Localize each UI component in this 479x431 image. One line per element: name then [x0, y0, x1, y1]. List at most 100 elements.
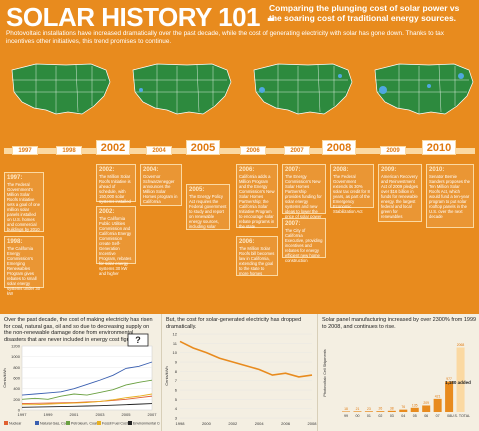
us-map-icon — [132, 63, 232, 115]
cost-panel: Over the past decade, the cost of making… — [0, 314, 160, 431]
event-box: 2006: The Million Solar Roofs bill become… — [236, 236, 278, 276]
legend-label: Natural Gas, Coal — [40, 422, 69, 426]
tick-label: 2005 — [122, 412, 132, 417]
tick-label: 1997 — [18, 412, 28, 417]
legend-label: Fossil Fuel Cost — [102, 422, 128, 426]
legend-swatch — [66, 421, 70, 425]
legend-label: Petroleum, Coal — [71, 422, 97, 426]
year-label: 2004 — [146, 146, 172, 155]
maps-row — [0, 52, 479, 144]
event-box: 2006: California adds a Million Program a… — [236, 164, 278, 229]
year-label: 1997 — [12, 146, 38, 155]
solar-cost-text: But, the cost for solar-generated electr… — [166, 317, 302, 330]
tick-label: 07 — [436, 414, 440, 418]
tick-label: 7 — [175, 378, 178, 383]
event-box: 1998: The California Energy Commission's … — [4, 236, 44, 296]
series-line — [21, 395, 153, 405]
year-label: 2007 — [284, 146, 310, 155]
tick-label: 02 — [378, 414, 382, 418]
year-label: 2010 — [422, 140, 456, 155]
solar-cost-chart: 12 11 10 9 8 7 6 5 4 3 Cents/kWh 1998 2000 2002 2004 20… — [164, 332, 317, 427]
tick-label: 5 — [175, 397, 178, 402]
series-line — [179, 340, 313, 378]
charts-row: Over the past decade, the cost of making… — [0, 314, 479, 431]
year-label: 2005 — [186, 140, 220, 155]
tick-label: 06 — [424, 414, 428, 418]
series-line — [21, 403, 153, 408]
data-label: 421 — [435, 394, 441, 398]
tick-label: 2006 — [281, 421, 291, 426]
year-label: 2006 — [240, 146, 266, 155]
data-label: 23 — [367, 407, 371, 411]
tick-label: 1998 — [176, 421, 186, 426]
series-line — [22, 393, 153, 406]
us-map-icon — [374, 63, 474, 115]
bar — [387, 410, 396, 412]
bar — [376, 411, 385, 412]
event-box: 2007: The Energy Commission's New Solar H… — [282, 164, 326, 219]
event-box: 2002: The Million Solar Roofs Initiative … — [96, 164, 136, 204]
us-map-icon — [253, 63, 353, 115]
tick-label: 0 — [18, 408, 21, 413]
series-line — [21, 379, 153, 400]
data-label: 76 — [401, 405, 405, 409]
y-axis-label: Cents/kWh — [164, 366, 169, 386]
bar — [445, 381, 454, 412]
tick-label: 01 — [367, 414, 371, 418]
legend-swatch — [128, 421, 132, 425]
bar — [342, 411, 351, 412]
year-label: 2008 — [322, 140, 356, 155]
legend-swatch — [4, 421, 8, 425]
y-axis-label: Photovoltaic Cell Shipments — [323, 349, 327, 396]
energy-cost-chart: 1200 1000 800 600 400 200 0 Cents/kWh 1997 1999 20… — [2, 333, 160, 426]
event-box: 2010: Senator Bernie Sanders proposes the… — [426, 164, 474, 228]
year-label: 1998 — [56, 146, 82, 155]
y-axis-label: Cents/kWh — [2, 368, 7, 388]
event-box: 2005: The Energy Policy Act requires the … — [186, 184, 230, 230]
tick-label: 1200 — [11, 344, 21, 349]
tick-label: 400 — [13, 386, 20, 391]
tick-label: 200 — [13, 397, 20, 402]
question-mark-icon: ? — [135, 335, 141, 345]
data-label: 21 — [356, 407, 360, 411]
data-label: 209 — [423, 401, 429, 405]
legend-swatch — [97, 421, 101, 425]
bar — [433, 398, 442, 412]
legend-label: Nuclear — [9, 422, 22, 426]
tick-label: 8 — [175, 369, 178, 374]
tick-label: 2007 — [148, 412, 158, 417]
bar — [456, 347, 465, 412]
data-label: 977 — [446, 377, 452, 381]
oil-barrel-icon — [127, 333, 149, 347]
legend-swatch — [35, 421, 39, 425]
tick-label: 08 — [447, 414, 451, 418]
tick-label: 600 — [13, 376, 20, 381]
tick-label: 10 — [173, 350, 178, 355]
intro-text: Photovoltaic installations have increase… — [6, 30, 444, 45]
manufacturing-panel: Solar panel manufacturing increased by o… — [317, 314, 479, 431]
annotation: 1,180 added — [445, 380, 471, 385]
tick-label: U.S. TOTAL — [451, 414, 470, 418]
bar — [399, 409, 408, 412]
tick-label: 99 — [344, 414, 348, 418]
bar — [353, 411, 362, 412]
tick-label: 11 — [173, 341, 178, 346]
tick-label: 1999 — [44, 412, 54, 417]
tick-label: 9 — [175, 360, 178, 365]
tick-label: 03 — [390, 414, 394, 418]
data-label: 26 — [378, 407, 382, 411]
tick-label: 800 — [13, 365, 20, 370]
tick-label: 4 — [175, 406, 178, 411]
tick-label: 2004 — [255, 421, 265, 426]
tick-label: 12 — [173, 332, 178, 337]
tick-label: 04 — [401, 414, 405, 418]
tick-label: 6 — [175, 388, 178, 393]
bar — [422, 405, 431, 412]
us-map-icon — [11, 63, 111, 115]
event-box: 2009: American Recovery and Reinvestment … — [378, 164, 422, 222]
timeline: 1997 1998 2002 2004 2005 2006 2007 2008 … — [0, 140, 479, 314]
event-box: 2007: The City of California Executive, p… — [282, 218, 326, 263]
data-label: 135 — [412, 403, 418, 407]
year-label: 2002 — [96, 140, 130, 155]
